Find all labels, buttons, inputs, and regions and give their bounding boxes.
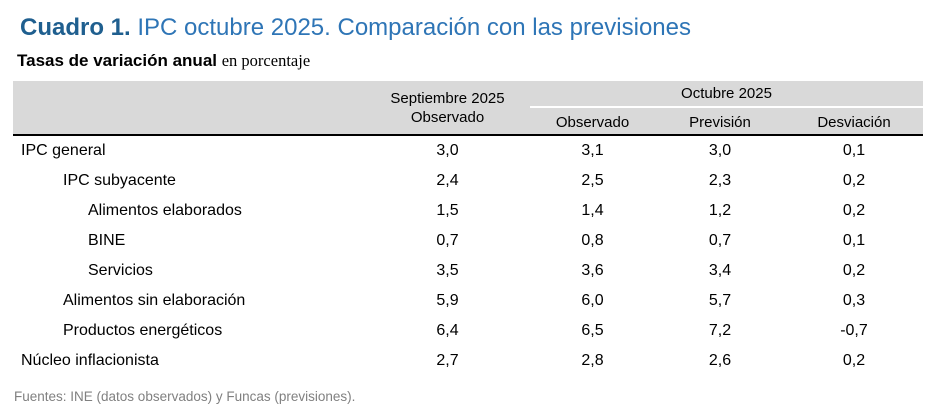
septiembre-header-line2: Observado (410, 108, 485, 126)
value-oct-desviacion: 0,2 (842, 202, 866, 219)
row-label: Alimentos elaborados (88, 202, 242, 219)
value-oct-desviacion: 0,2 (842, 262, 866, 279)
row-label: IPC general (21, 142, 106, 159)
value-oct-observado: 0,8 (581, 232, 604, 249)
column-header-desviacion: Desviación (817, 114, 891, 131)
sources-note: Fuentes: INE (datos observados) y Funcas… (14, 389, 356, 404)
page: Cuadro 1. IPC octubre 2025. Comparación … (13, 14, 923, 404)
table-row-nucleo-inflacionista: Núcleo inflacionista 2,7 2,8 2,6 0,2 (13, 346, 923, 376)
subtitle-unit: en porcentaje (221, 51, 311, 70)
value-oct-prevision: 0,7 (708, 232, 732, 249)
octubre-header-label: Octubre 2025 (681, 85, 772, 102)
title-label: Cuadro 1. (20, 14, 131, 41)
table-row-ipc-subyacente: IPC subyacente 2,4 2,5 2,3 0,2 (13, 166, 923, 196)
value-oct-observado: 3,1 (581, 142, 604, 159)
value-sept-observado: 3,5 (436, 262, 459, 279)
column-header-prevision: Previsión (689, 114, 751, 131)
title-text: IPC octubre 2025. Comparación con las pr… (137, 14, 691, 41)
value-oct-observado: 2,5 (581, 172, 604, 189)
value-sept-observado: 6,4 (436, 322, 459, 339)
table-row-alimentos-elaborados: Alimentos elaborados 1,5 1,4 1,2 0,2 (13, 196, 923, 226)
table-header: Septiembre 2025 Observado Octubre 2025 O… (13, 81, 923, 136)
column-header-observado: Observado (555, 114, 630, 131)
value-oct-prevision: 7,2 (708, 322, 732, 339)
table-row-alimentos-sin-elaboracion: Alimentos sin elaboración 5,9 6,0 5,7 0,… (13, 286, 923, 316)
value-oct-prevision: 3,0 (708, 142, 732, 159)
value-oct-desviacion: 0,2 (842, 352, 866, 369)
page-subtitle: Tasas de variación anual en porcentaje (17, 51, 923, 71)
row-label: IPC subyacente (63, 172, 176, 189)
value-sept-observado: 0,7 (436, 232, 459, 249)
value-sept-observado: 3,0 (436, 142, 459, 159)
value-oct-desviacion: 0,2 (842, 172, 866, 189)
value-oct-prevision: 1,2 (708, 202, 732, 219)
value-oct-observado: 3,6 (581, 262, 604, 279)
row-label: Núcleo inflacionista (21, 352, 159, 369)
value-sept-observado: 2,7 (436, 352, 459, 369)
row-label: Alimentos sin elaboración (63, 292, 246, 309)
value-sept-observado: 2,4 (436, 172, 459, 189)
row-label: Servicios (88, 262, 153, 279)
page-title: Cuadro 1. IPC octubre 2025. Comparación … (20, 14, 923, 42)
ipc-table: Septiembre 2025 Observado Octubre 2025 O… (13, 81, 923, 376)
column-group-octubre: Octubre 2025 (530, 81, 923, 108)
table-row-productos-energeticos: Productos energéticos 6,4 6,5 7,2 -0,7 (13, 316, 923, 346)
row-label: BINE (88, 232, 126, 249)
value-oct-observado: 6,0 (581, 292, 604, 309)
table-row-bine: BINE 0,7 0,8 0,7 0,1 (13, 226, 923, 256)
value-oct-observado: 2,8 (581, 352, 604, 369)
value-oct-desviacion: 0,3 (842, 292, 866, 309)
value-oct-observado: 1,4 (581, 202, 604, 219)
value-oct-prevision: 2,6 (708, 352, 732, 369)
table-body: IPC general 3,0 3,1 3,0 0,1 IPC subyacen… (13, 136, 923, 376)
value-oct-prevision: 5,7 (708, 292, 732, 309)
table-row-ipc-general: IPC general 3,0 3,1 3,0 0,1 (13, 136, 923, 166)
value-oct-desviacion: 0,1 (842, 142, 866, 159)
table-row-servicios: Servicios 3,5 3,6 3,4 0,2 (13, 256, 923, 286)
value-sept-observado: 5,9 (436, 292, 459, 309)
value-oct-observado: 6,5 (581, 322, 604, 339)
septiembre-header-line1: Septiembre 2025 (390, 89, 505, 107)
value-oct-desviacion: 0,1 (842, 232, 866, 249)
row-label: Productos energéticos (63, 322, 223, 339)
value-sept-observado: 1,5 (436, 202, 459, 219)
column-header-septiembre: Septiembre 2025 Observado (365, 81, 530, 134)
value-oct-prevision: 3,4 (708, 262, 732, 279)
subtitle-bold: Tasas de variación anual (17, 51, 217, 70)
value-oct-prevision: 2,3 (708, 172, 732, 189)
value-oct-desviacion: -0,7 (840, 322, 868, 339)
